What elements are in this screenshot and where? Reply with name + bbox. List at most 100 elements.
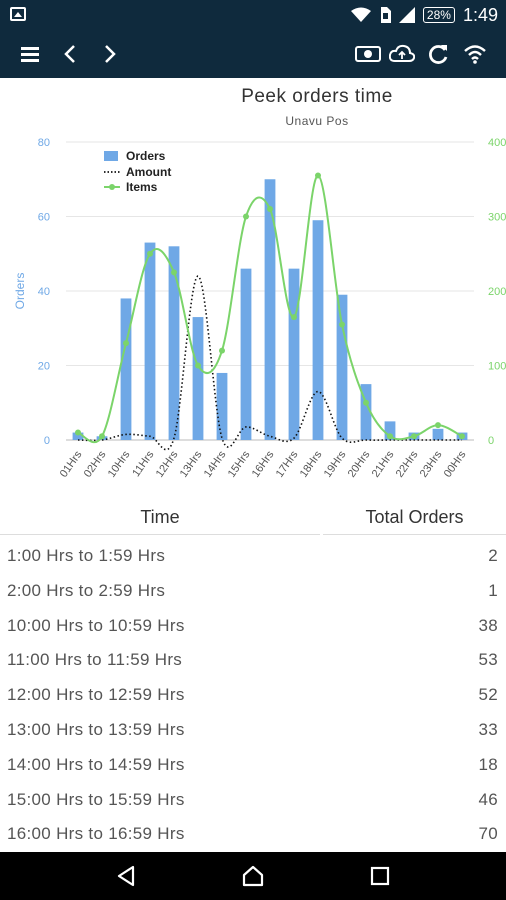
point-items xyxy=(171,269,177,276)
status-icons: 28% 1:49 xyxy=(350,0,498,30)
point-items xyxy=(387,433,393,440)
home-icon[interactable] xyxy=(223,852,283,900)
bar-orders xyxy=(168,246,180,440)
back-icon[interactable] xyxy=(96,852,156,900)
y2-tick-label: 400 xyxy=(488,137,506,149)
bar-orders xyxy=(288,268,300,440)
x-tick-label: 23Hrs xyxy=(418,448,445,479)
chart-title: Peek orders time xyxy=(241,86,393,107)
row-total-orders: 33 xyxy=(478,719,498,739)
y-tick-label: 0 xyxy=(44,435,50,447)
wifi-icon xyxy=(350,7,371,22)
x-tick-label: 01Hrs xyxy=(58,448,85,479)
x-tick-label: 18Hrs xyxy=(298,448,325,479)
table-row: 12:00 Hrs to 12:59 Hrs 52 xyxy=(0,678,506,713)
row-total-orders: 70 xyxy=(478,824,498,844)
row-time-range: 10:00 Hrs to 10:59 Hrs xyxy=(7,615,185,635)
point-items xyxy=(291,314,297,321)
bar-orders xyxy=(432,428,444,440)
point-items xyxy=(99,433,105,440)
bar-orders xyxy=(72,432,84,440)
forward-arrow-icon[interactable] xyxy=(98,30,122,78)
x-tick-label: 11Hrs xyxy=(130,448,156,479)
menu-icon[interactable] xyxy=(16,30,44,78)
y2-tick-label: 100 xyxy=(488,361,506,373)
x-tick-label: 02Hrs xyxy=(82,448,109,479)
table-row: 16:00 Hrs to 16:59 Hrs 70 xyxy=(0,817,506,852)
row-time-range: 13:00 Hrs to 13:59 Hrs xyxy=(7,719,185,739)
table-row: 10:00 Hrs to 10:59 Hrs 38 xyxy=(0,609,506,644)
table-row: 14:00 Hrs to 14:59 Hrs 18 xyxy=(0,748,506,783)
point-items xyxy=(315,172,321,179)
bar-orders xyxy=(216,372,228,440)
bar-orders xyxy=(264,179,276,440)
x-tick-label: 17Hrs xyxy=(274,448,301,479)
legend-label-orders: Orders xyxy=(126,149,166,163)
row-time-range: 16:00 Hrs to 16:59 Hrs xyxy=(7,824,185,844)
recents-icon[interactable] xyxy=(350,852,410,900)
table-header: Time Total Orders xyxy=(0,498,506,535)
clock: 1:49 xyxy=(462,4,498,25)
y2-tick-label: 0 xyxy=(488,435,494,447)
row-total-orders: 46 xyxy=(478,789,498,809)
legend-swatch-orders xyxy=(104,151,118,161)
chart-subtitle: Unavu Pos xyxy=(285,114,349,128)
point-items xyxy=(147,250,153,257)
bar-orders xyxy=(240,268,252,440)
point-items xyxy=(411,433,417,440)
bar-orders xyxy=(120,298,132,440)
chart-canvas: 0 20 40 60 80 0 100 200 300 400 Orders 01Hrs02Hrs10… xyxy=(13,137,506,480)
column-header-total-orders: Total Orders xyxy=(323,498,506,535)
table-row: 2:00 Hrs to 2:59 Hrs 1 xyxy=(0,574,506,609)
y2-tick-label: 300 xyxy=(488,212,506,224)
point-items xyxy=(75,429,81,436)
row-time-range: 12:00 Hrs to 12:59 Hrs xyxy=(7,685,185,705)
row-time-range: 2:00 Hrs to 2:59 Hrs xyxy=(7,580,166,600)
cash-icon[interactable] xyxy=(354,30,382,78)
x-tick-label: 21Hrs xyxy=(370,448,397,479)
y-tick-label: 80 xyxy=(38,137,50,149)
point-items xyxy=(267,206,273,213)
y-tick-label: 20 xyxy=(38,361,50,373)
x-tick-label: 16Hrs xyxy=(250,448,277,479)
row-total-orders: 1 xyxy=(488,580,498,600)
legend-point-items xyxy=(109,184,115,190)
row-total-orders: 38 xyxy=(478,615,498,635)
point-items xyxy=(195,362,201,369)
legend-label-items: Items xyxy=(126,180,158,194)
bar-orders xyxy=(360,384,372,440)
point-items xyxy=(219,347,225,354)
sim-icon xyxy=(380,7,391,23)
x-tick-label: 19Hrs xyxy=(322,448,349,479)
x-tick-label: 13Hrs xyxy=(178,448,205,479)
peak-orders-chart: Peek orders time Unavu Pos 0 20 40 60 80 0 100… xyxy=(0,78,506,498)
x-tick-label: 10Hrs xyxy=(106,448,133,479)
point-items xyxy=(459,433,465,440)
legend-label-amount: Amount xyxy=(126,165,171,179)
back-arrow-icon[interactable] xyxy=(58,30,82,78)
battery-level: 28% xyxy=(422,7,455,23)
wifi-icon[interactable] xyxy=(460,30,490,78)
y-axis-label: Orders xyxy=(13,273,27,310)
line-amount xyxy=(77,275,462,451)
system-nav-bar xyxy=(0,852,506,900)
x-tick-label: 15Hrs xyxy=(226,448,253,479)
point-items xyxy=(243,213,249,220)
status-bar: 28% 1:49 xyxy=(0,0,506,30)
x-tick-label: 12Hrs xyxy=(154,448,181,479)
row-total-orders: 53 xyxy=(478,650,498,670)
table-row: 13:00 Hrs to 13:59 Hrs 33 xyxy=(0,713,506,748)
refresh-icon[interactable] xyxy=(424,30,452,78)
bar-orders xyxy=(144,242,156,440)
row-total-orders: 52 xyxy=(478,685,498,705)
y-tick-label: 40 xyxy=(38,286,50,298)
row-time-range: 1:00 Hrs to 1:59 Hrs xyxy=(7,546,166,565)
bar-orders xyxy=(192,317,204,440)
point-items xyxy=(339,321,345,328)
column-header-time: Time xyxy=(0,498,320,535)
bar-orders xyxy=(384,421,396,440)
x-tick-label: 20Hrs xyxy=(346,448,373,479)
cloud-sync-icon[interactable] xyxy=(388,30,416,78)
table-row: 15:00 Hrs to 15:59 Hrs 46 xyxy=(0,783,506,818)
point-items xyxy=(435,422,441,429)
